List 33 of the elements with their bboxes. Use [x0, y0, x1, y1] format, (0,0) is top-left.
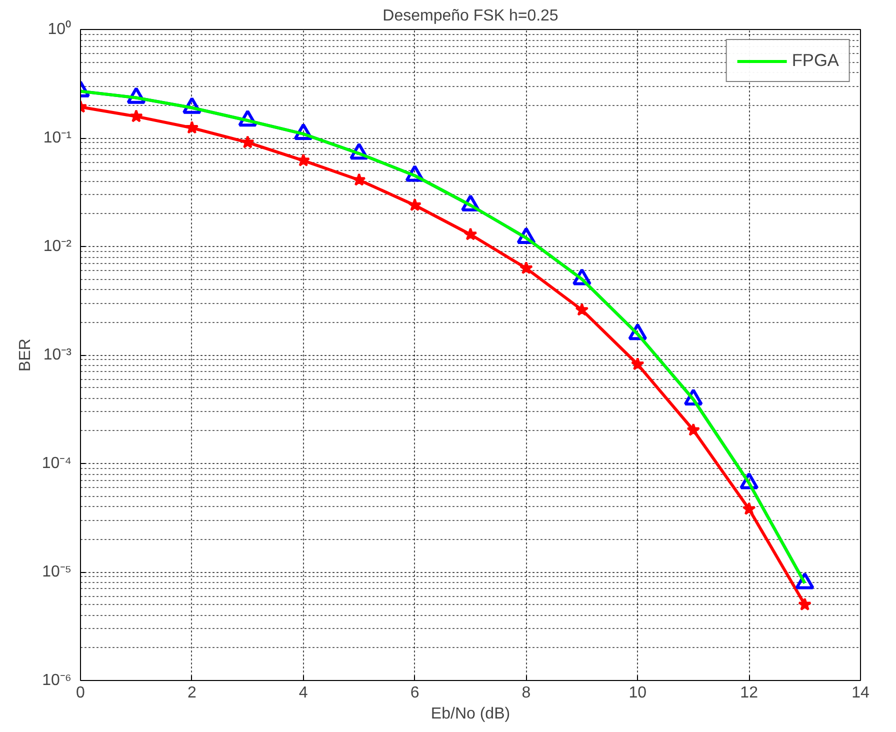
point — [520, 261, 533, 274]
x-tick-label: 4 — [298, 684, 308, 702]
point — [464, 228, 478, 240]
x-tick-label: 10 — [628, 684, 647, 702]
x-tick-label: 14 — [852, 684, 870, 702]
point — [795, 572, 814, 590]
x-tick-label: 6 — [410, 684, 420, 702]
y-tick-label: 10⁻⁵ — [42, 564, 72, 580]
point — [742, 502, 756, 515]
y-axis-title: BER — [16, 338, 34, 372]
point — [185, 120, 199, 134]
point — [575, 302, 589, 316]
point — [352, 173, 366, 186]
point — [130, 109, 143, 122]
point — [798, 598, 812, 611]
y-tick-label: 10⁰ — [48, 20, 72, 38]
y-tick-label: 10⁻⁶ — [42, 672, 72, 689]
x-tick-label: 2 — [187, 684, 196, 702]
x-tick-label: 12 — [740, 684, 758, 702]
x-tick-label: 0 — [76, 684, 86, 702]
point — [630, 357, 644, 370]
y-tick-label: 10⁻³ — [43, 346, 72, 364]
chart-title: Desempeño FSK h=0.25 — [382, 8, 558, 24]
point — [408, 198, 422, 212]
legend-label: FPGA — [792, 50, 839, 71]
x-axis-title: Eb/No (dB) — [430, 706, 510, 722]
y-tick-label: 10⁻¹ — [43, 130, 72, 146]
point — [686, 423, 700, 436]
point — [240, 135, 254, 148]
x-tick-label: 8 — [522, 684, 531, 702]
y-tick-label: 10⁻² — [43, 238, 72, 255]
y-tick-label: 10⁻⁴ — [42, 455, 72, 472]
point — [296, 154, 310, 166]
